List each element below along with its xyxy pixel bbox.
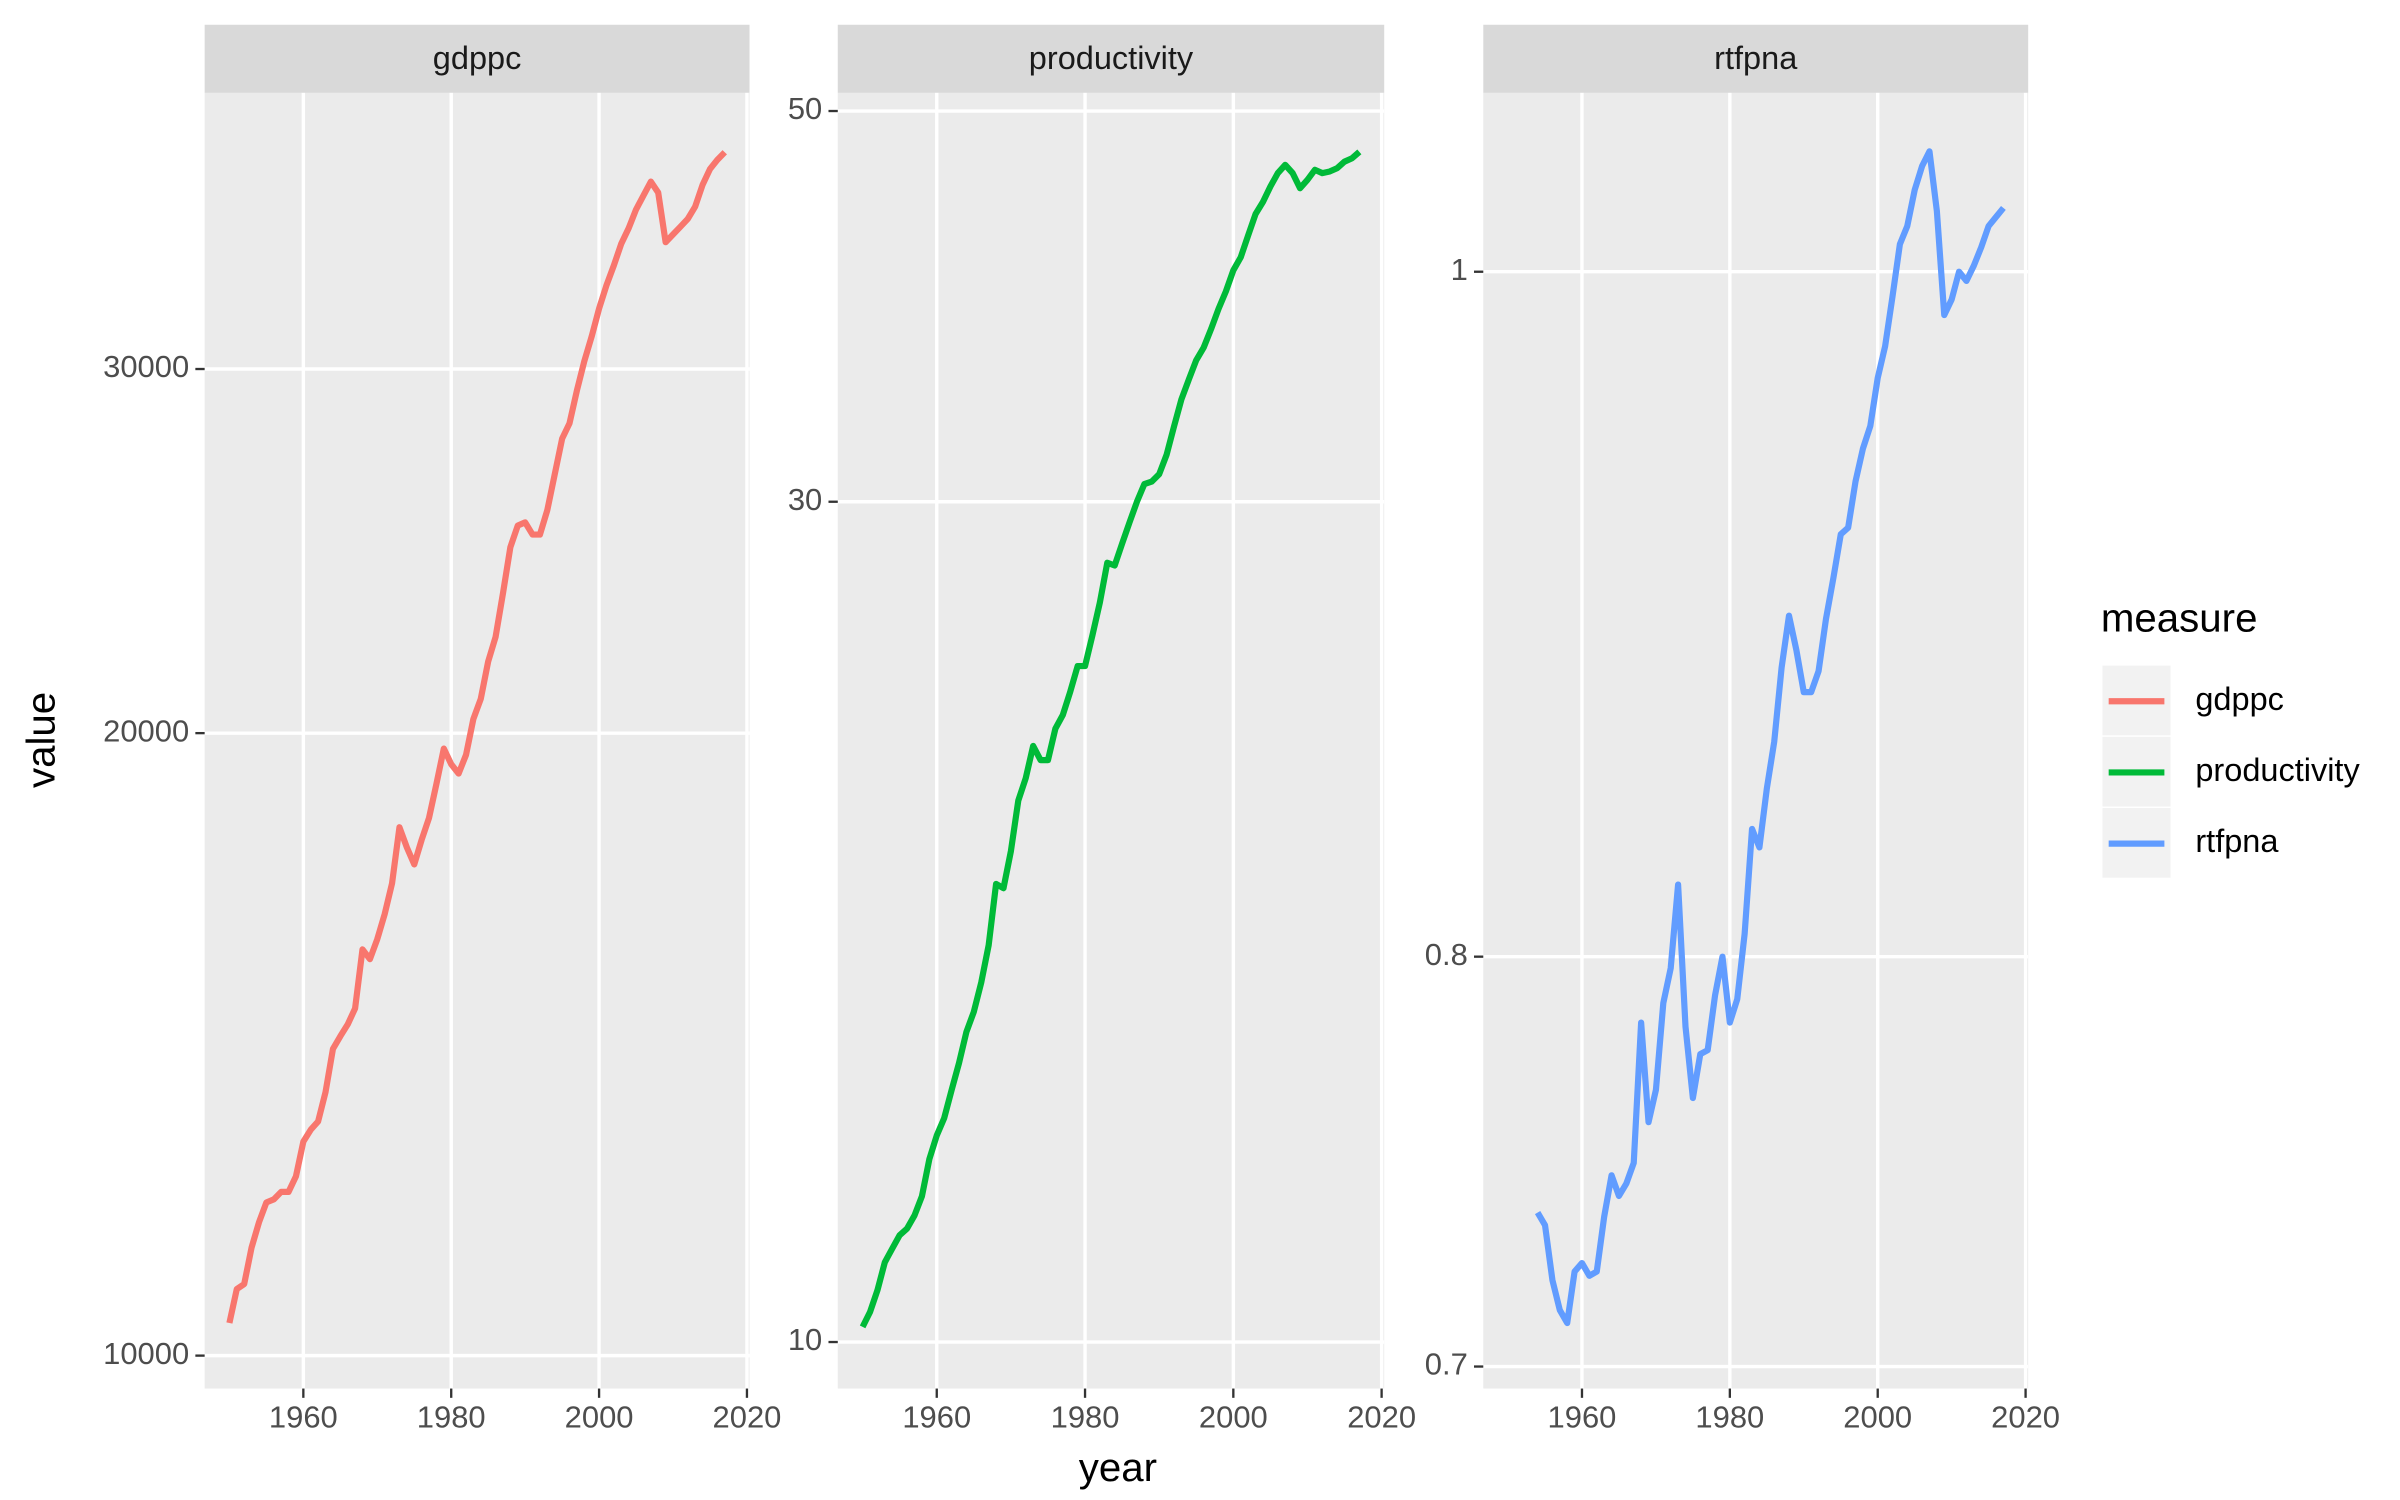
strip-background [1483, 24, 2029, 93]
y-axis-title: value [18, 692, 63, 788]
y-tick-label: 20000 [103, 713, 189, 748]
y-tick-label: 0.7 [1425, 1347, 1468, 1382]
x-tick-label: 2020 [713, 1400, 782, 1435]
x-tick-label: 2020 [1991, 1400, 2060, 1435]
strip-label: productivity [1029, 40, 1194, 76]
x-tick-label: 1960 [1548, 1400, 1617, 1435]
data-line [859, 149, 1362, 1329]
y-tick-label: 10000 [103, 1336, 189, 1371]
legend-title: measure [2101, 595, 2258, 640]
y-tick-label: 0.8 [1425, 937, 1468, 972]
x-tick-label: 2020 [1347, 1400, 1416, 1435]
legend-label: productivity [2195, 752, 2360, 788]
panel-background [1483, 92, 2029, 1389]
strip-label: rtfpna [1714, 40, 1798, 76]
x-axis-title: year [1079, 1445, 1157, 1490]
x-tick-label: 2000 [1199, 1400, 1268, 1435]
x-tick-label: 1960 [902, 1400, 971, 1435]
strip-background [837, 24, 1385, 93]
x-tick-label: 1980 [1695, 1400, 1764, 1435]
y-tick-label: 10 [788, 1322, 822, 1357]
legend-label: rtfpna [2195, 823, 2279, 859]
x-tick-label: 1980 [417, 1400, 486, 1435]
data-line [1534, 148, 2006, 1327]
x-tick-label: 2000 [565, 1400, 634, 1435]
x-tick-label: 2000 [1843, 1400, 1912, 1435]
y-tick-label: 50 [788, 91, 822, 126]
strip-background [204, 24, 750, 93]
legend-label: gdppc [2195, 681, 2284, 717]
x-tick-label: 1980 [1051, 1400, 1120, 1435]
data-line [226, 150, 727, 1324]
y-tick-label: 30 [788, 482, 822, 517]
x-tick-label: 1960 [269, 1400, 338, 1435]
y-tick-label: 30000 [103, 349, 189, 384]
y-tick-label: 1 [1451, 252, 1468, 287]
strip-label: gdppc [433, 40, 522, 76]
